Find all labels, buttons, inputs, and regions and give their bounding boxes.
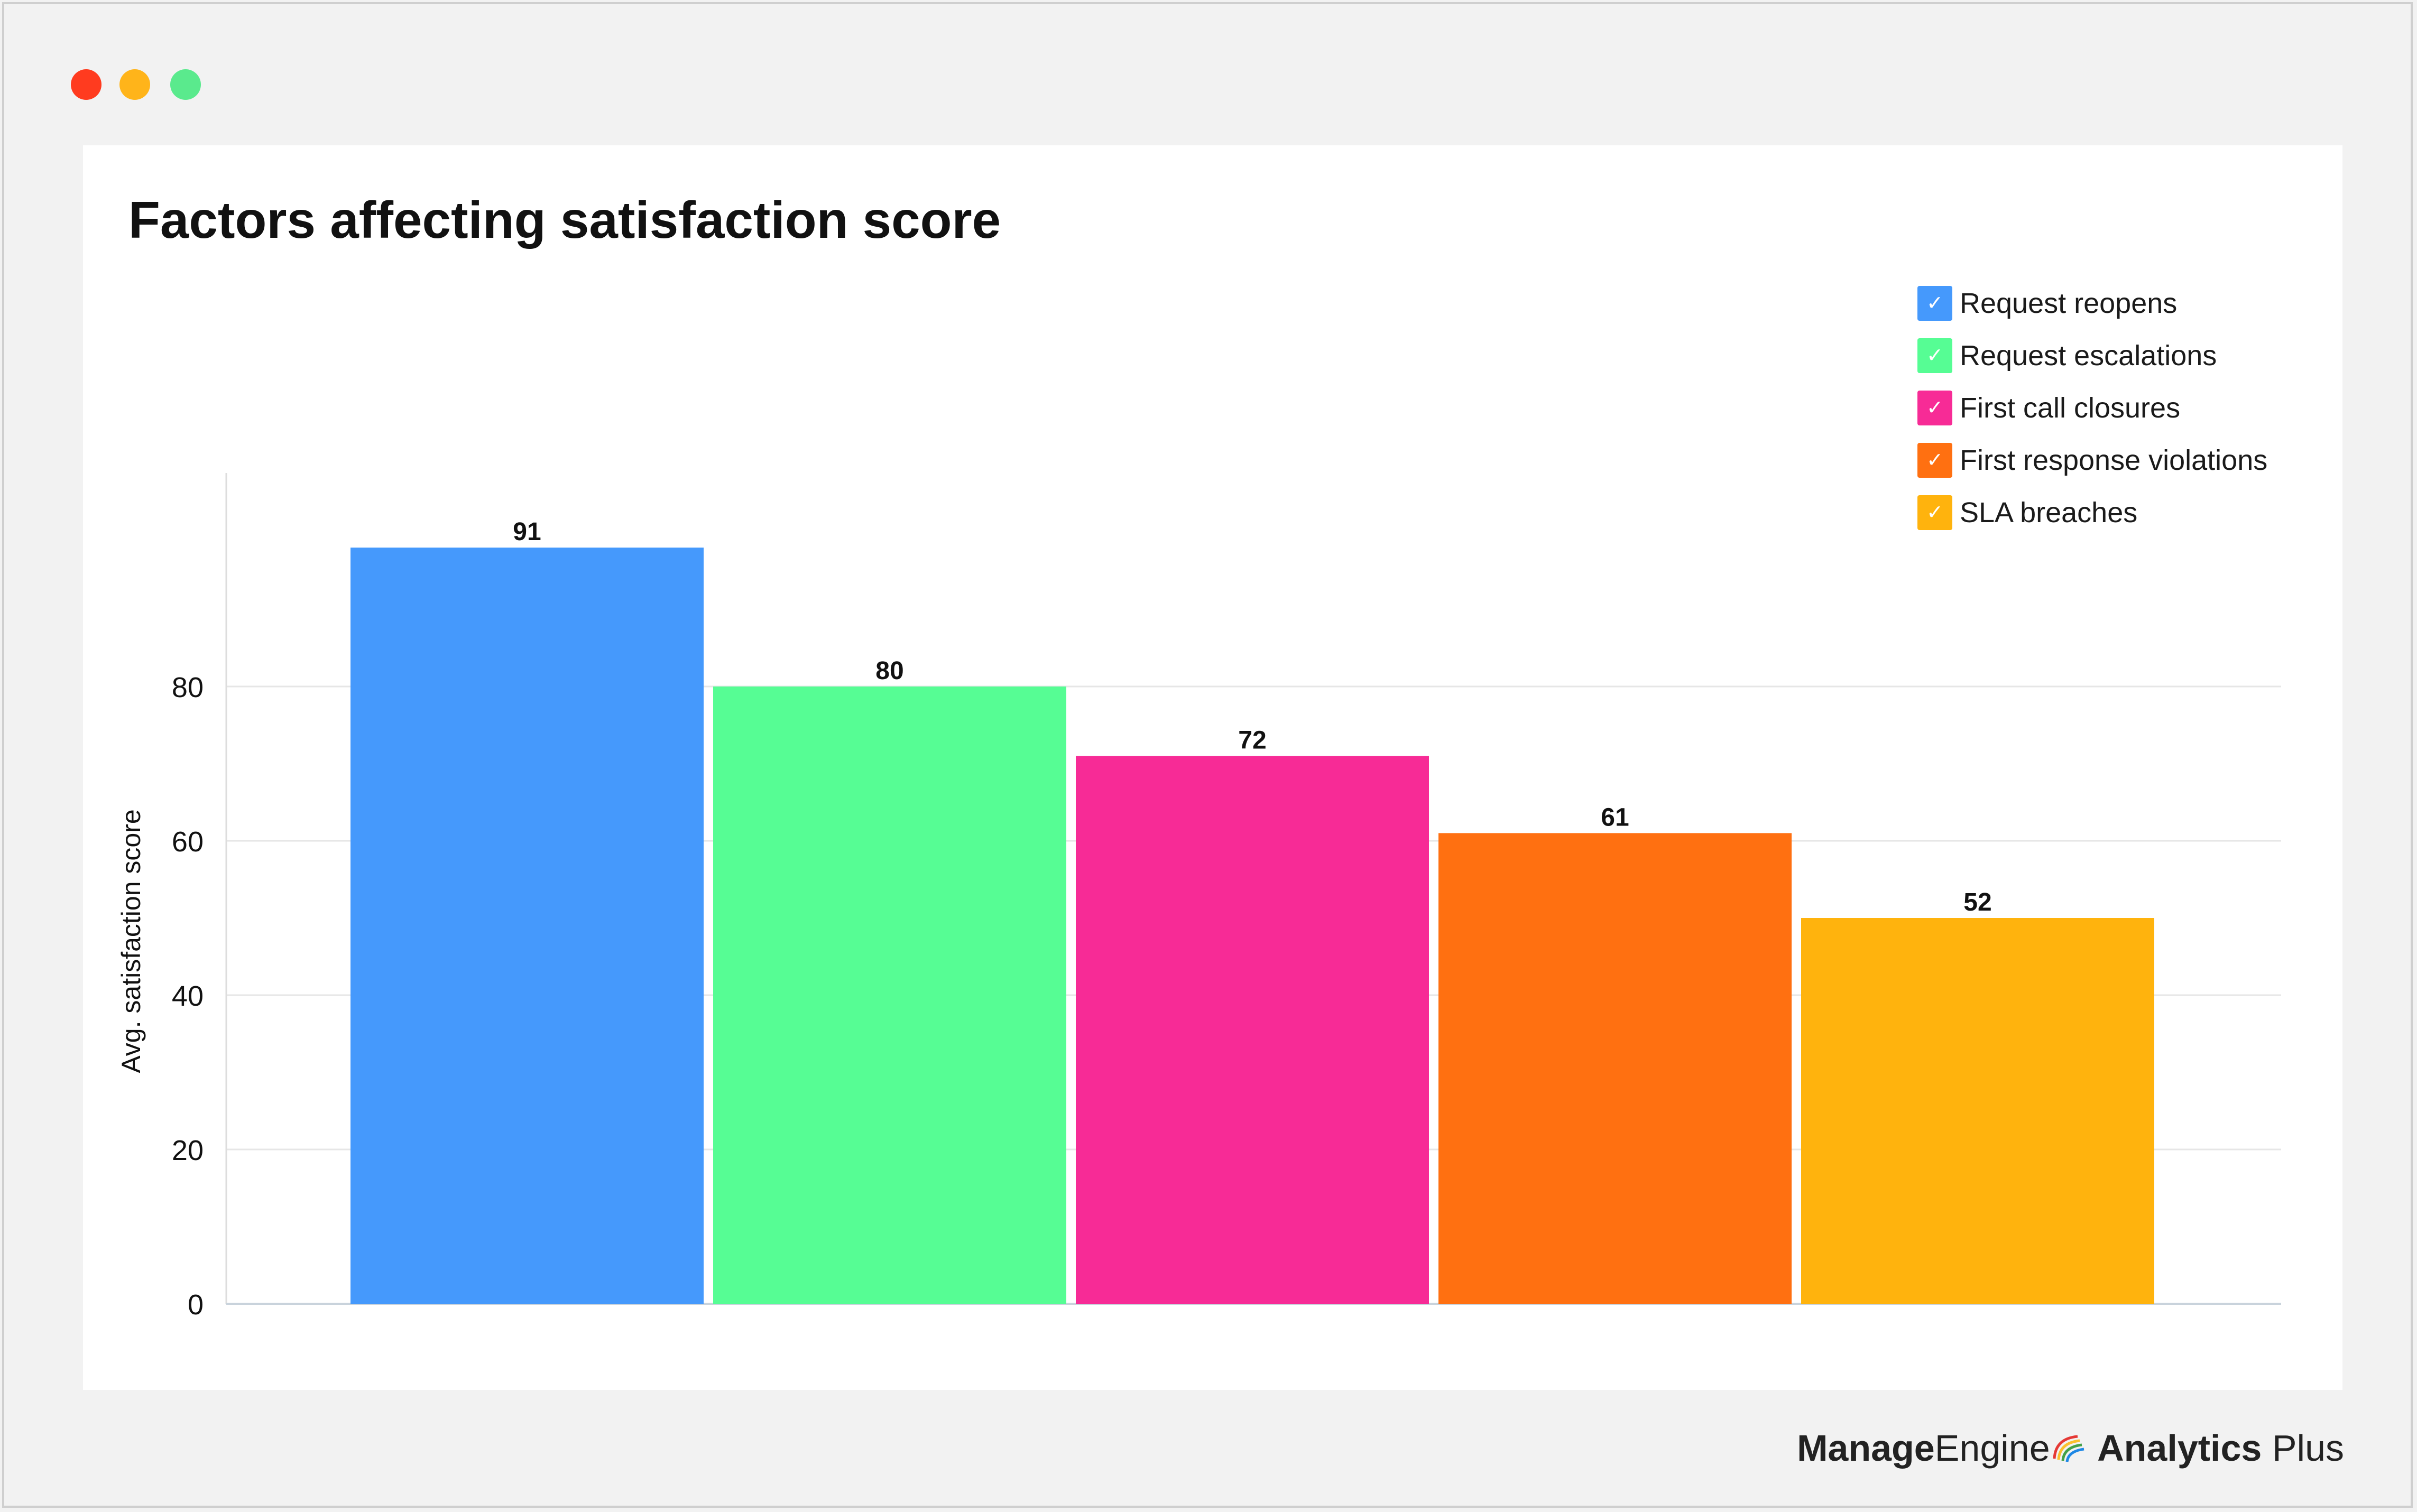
window-maximize-button[interactable] [170,69,201,100]
y-axis-label: Avg. satisfaction score [116,809,146,1073]
legend-label: First response violations [1960,444,2268,476]
bar-data-label: 91 [513,518,541,546]
bar-data-label: 61 [1601,803,1629,831]
checkbox-icon[interactable]: ✓ [1917,495,1952,530]
bar-request-reopens[interactable] [350,548,704,1304]
window-minimize-button[interactable] [119,69,150,100]
legend-label: SLA breaches [1960,496,2138,528]
bar-data-label: 80 [875,657,903,685]
y-tick-label: 80 [172,672,204,703]
brand-manage: Manage [1797,1427,1935,1469]
bar-sla-breaches[interactable] [1801,918,2154,1304]
bar-first-response-violations[interactable] [1438,833,1792,1304]
window-close-button[interactable] [71,69,102,100]
y-tick-label: 40 [172,980,204,1012]
bar-first-call-closures[interactable] [1076,756,1429,1304]
y-tick-label: 20 [172,1135,204,1166]
brand-edition: Plus [2272,1427,2344,1469]
bar-data-label: 52 [1963,888,1991,916]
legend-item[interactable]: ✓ SLA breaches [1917,486,2267,539]
bar-data-label: 72 [1238,726,1266,754]
y-tick-label: 0 [188,1289,204,1321]
legend-item[interactable]: ✓ First response violations [1917,434,2267,486]
chart-legend: ✓ Request reopens ✓ Request escalations ✓ Fir… [1917,277,2267,539]
branding-logo: ManageEngine Analytics Plus [1797,1427,2344,1469]
legend-item[interactable]: ✓ First call closures [1917,382,2267,434]
legend-label: First call closures [1960,392,2181,424]
chart-title: Factors affecting satisfaction score [128,191,1001,249]
y-tick-label: 60 [172,826,204,858]
legend-item[interactable]: ✓ Request escalations [1917,329,2267,382]
manageengine-swirl-icon [2053,1435,2084,1462]
brand-product: Analytics [2097,1427,2262,1469]
legend-item[interactable]: ✓ Request reopens [1917,277,2267,329]
legend-label: Request escalations [1960,339,2217,372]
checkbox-icon[interactable]: ✓ [1917,338,1952,373]
checkbox-icon[interactable]: ✓ [1917,390,1952,425]
brand-engine: Engine [1934,1427,2050,1469]
legend-label: Request reopens [1960,287,2178,319]
bar-request-escalations[interactable] [713,687,1066,1304]
checkbox-icon[interactable]: ✓ [1917,285,1952,321]
checkbox-icon[interactable]: ✓ [1917,442,1952,478]
